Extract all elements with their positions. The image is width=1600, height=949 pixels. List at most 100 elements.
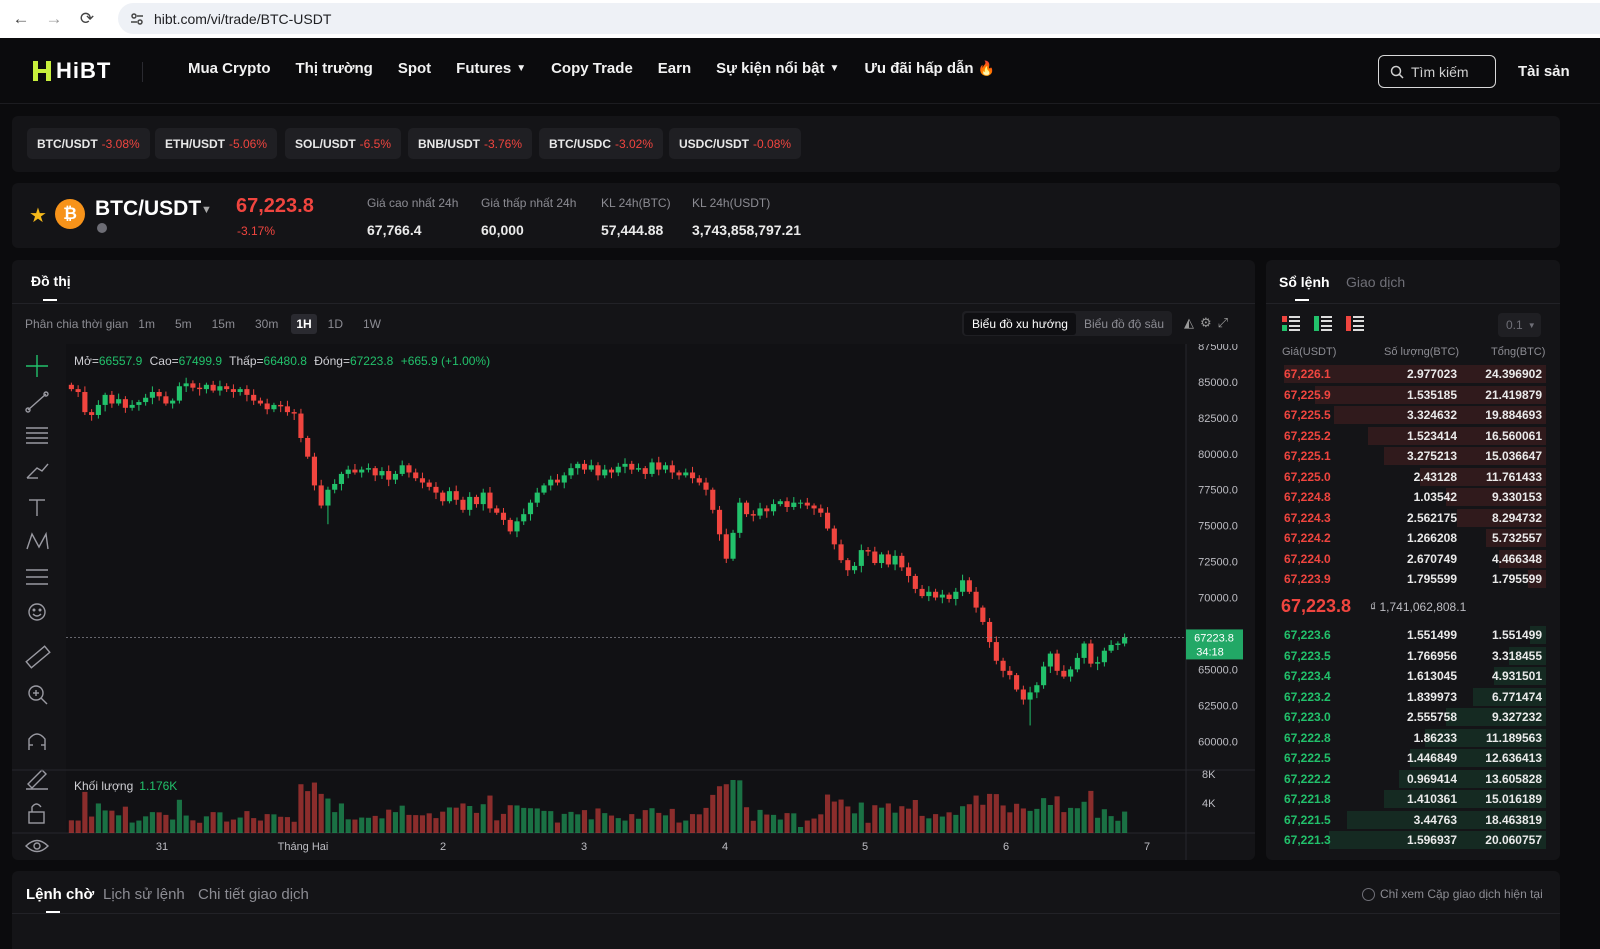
bid-row[interactable]: 67,222.2 0.969414 13.605828 [1266,769,1560,790]
tab-trade-details[interactable]: Chi tiết giao dịch [198,886,309,903]
zoom-in-icon[interactable] [28,685,48,705]
ruler-icon[interactable] [25,645,51,669]
ask-row[interactable]: 67,224.2 1.266208 5.732557 [1266,528,1560,549]
bid-row[interactable]: 67,223.5 1.766956 3.318455 [1266,646,1560,667]
reload-icon[interactable]: ⟳ [79,9,95,28]
tab-order-book[interactable]: Sổ lệnh [1279,274,1330,290]
pair-header: ★ ₿ BTC/USDT ▼ 67,223.8 -3.17% Giá cao n… [12,183,1560,248]
tab-trades[interactable]: Giao dịch [1346,274,1406,290]
lock-pencil-icon[interactable] [26,769,48,790]
asks-view-icon[interactable] [1346,316,1364,331]
nav-futures[interactable]: Futures ▼ [456,60,527,77]
gear-icon[interactable]: ⚙ [1200,315,1212,330]
candle [419,478,426,483]
nav-buy-crypto[interactable]: Mua Crypto [188,60,271,77]
bid-row[interactable]: 67,223.0 2.555758 9.327232 [1266,707,1560,728]
timeframe-30m[interactable]: 30m [254,317,279,331]
ask-row[interactable]: 67,224.8 1.03542 9.330153 [1266,487,1560,508]
ask-row[interactable]: 67,224.0 2.670749 4.466348 [1266,549,1560,570]
site-settings-icon[interactable] [126,8,148,30]
nav-spot[interactable]: Spot [397,60,432,77]
ask-row[interactable]: 67,224.3 2.562175 8.294732 [1266,508,1560,529]
price-step-select[interactable]: 0.1 ▼ [1498,313,1541,337]
bid-qty: 1.446849 [1406,751,1457,765]
timeframe-1m[interactable]: 1m [138,317,155,331]
crosshair-icon[interactable] [26,355,48,377]
trend-line-icon[interactable] [25,391,49,413]
search-button[interactable]: Tìm kiếm [1378,55,1496,88]
back-icon[interactable]: ← [12,9,30,28]
url-text[interactable]: hibt.com/vi/trade/BTC-USDT [154,10,332,27]
radio-icon[interactable] [1362,887,1375,901]
horizontal-lines-icon[interactable] [26,427,48,444]
bid-price: 67,221.5 [1284,812,1331,827]
fullscreen-icon[interactable]: ⤢ [1217,315,1229,330]
ask-row[interactable]: 67,225.1 3.275213 15.036647 [1266,446,1560,467]
bids-view-icon[interactable] [1314,316,1332,331]
timeframe-15m[interactable]: 15m [211,317,235,331]
ticker-chip[interactable]: SOL/USDT -6.5% [285,128,402,159]
ask-row[interactable]: 67,225.5 3.324632 19.884693 [1266,405,1560,426]
bid-row[interactable]: 67,221.8 1.410361 15.016189 [1266,789,1560,810]
ask-row[interactable]: 67,225.0 2.43128 11.761433 [1266,467,1560,488]
depth-chart-button[interactable]: Biểu đồ độ sâu [1083,316,1165,331]
candle [507,519,513,532]
ask-row[interactable]: 67,223.9 1.795599 1.795599 [1266,569,1560,590]
ticker-chip[interactable]: ETH/USDT -5.06% [155,128,278,159]
timeframe-1d[interactable]: 1D [327,317,343,331]
bid-row[interactable]: 67,222.8 1.86233 11.189563 [1266,728,1560,749]
candle [872,551,878,564]
forward-icon[interactable]: → [45,9,63,28]
ask-row[interactable]: 67,226.1 2.977023 24.396902 [1266,364,1560,385]
nav-markets[interactable]: Thị trường [295,60,373,77]
bid-row[interactable]: 67,223.2 1.839973 6.771474 [1266,687,1560,708]
lock-icon[interactable] [28,803,45,824]
tab-open-orders[interactable]: Lệnh chờ [26,886,95,903]
indicator-icon[interactable]: ◭ [1184,315,1194,330]
bid-row[interactable]: 67,221.5 3.44763 18.463819 [1266,810,1560,831]
ticker-chip[interactable]: BTC/USDC -3.02% [539,128,664,159]
nav-earn[interactable]: Earn [657,60,692,77]
volume-bar [487,795,493,833]
timeframe-1h[interactable]: 1H [291,314,317,334]
timeframe-5m[interactable]: 5m [174,317,192,331]
ask-row[interactable]: 67,225.2 1.523414 16.560061 [1266,426,1560,447]
tab-order-history[interactable]: Lịch sử lệnh [103,886,185,903]
magnet-icon[interactable] [28,733,46,750]
candlestick-chart[interactable]: 87500.0 85000.0 82500.0 80000.0 77500.0 75000… [12,344,1255,860]
timeframe-1w[interactable]: 1W [363,317,381,331]
nav-assets[interactable]: Tài sản [1518,63,1570,80]
bid-row[interactable]: 67,223.6 1.551499 1.551499 [1266,625,1560,646]
candle [1047,653,1053,667]
ask-row[interactable]: 67,225.9 1.535185 21.419879 [1266,385,1560,406]
text-tool-icon[interactable] [29,499,45,516]
fib-tool-icon[interactable] [26,569,48,585]
ticker-chip[interactable]: BNB/USDT -3.76% [408,128,533,159]
info-icon[interactable] [97,223,107,233]
eye-icon[interactable] [25,839,49,853]
trend-chart-button[interactable]: Biểu đồ xu hướng [964,312,1076,335]
volume-bar [433,818,439,833]
pattern-tool-icon[interactable] [26,531,49,550]
both-sides-view-icon[interactable] [1282,316,1300,331]
bid-row[interactable]: 67,221.3 1.596937 20.060757 [1266,830,1560,851]
address-bar[interactable]: hibt.com/vi/trade/BTC-USDT [118,3,1600,34]
pair-symbol[interactable]: BTC/USDT [95,197,202,220]
favorite-star-icon[interactable]: ★ [29,205,47,227]
brush-icon[interactable] [26,463,49,479]
nav-promotions[interactable]: Ưu đãi hấp dẫn 🔥 [864,60,995,77]
depth-bar [1493,667,1546,685]
nav-events[interactable]: Sự kiện nổi bật ▼ [716,60,840,77]
volume-bar [899,806,905,833]
nav-copy-trade[interactable]: Copy Trade [551,60,633,77]
emoji-icon[interactable] [28,603,46,621]
ask-qty: 1.535185 [1406,387,1457,402]
ticker-chip[interactable]: BTC/USDT -3.08% [27,128,150,159]
ticker-chip[interactable]: USDC/USDT -0.08% [669,128,802,159]
bid-row[interactable]: 67,223.4 1.613045 4.931501 [1266,666,1560,687]
tab-chart[interactable]: Đồ thị [31,273,71,289]
chevron-down-icon[interactable]: ▼ [201,204,212,216]
hibt-logo[interactable]: HiBT [32,58,111,84]
current-pair-filter[interactable]: Chỉ xem Cặp giao dịch hiện tại [1362,887,1543,901]
bid-row[interactable]: 67,222.5 1.446849 12.636413 [1266,748,1560,769]
